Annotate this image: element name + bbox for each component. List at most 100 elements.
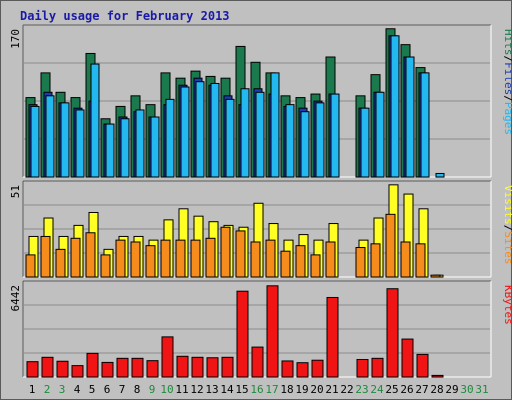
bar-sites	[325, 241, 336, 278]
ymax-label: 51	[9, 185, 22, 198]
bar-kbytes	[86, 352, 99, 378]
bar-pages	[270, 72, 280, 178]
bar-sites	[250, 241, 261, 278]
bar-pages	[435, 172, 445, 178]
bar-kbytes	[236, 290, 249, 378]
bar-sites	[160, 239, 171, 278]
x-tick-label: 28	[430, 383, 443, 396]
x-tick-label: 30	[460, 383, 473, 396]
bar-sites	[430, 274, 441, 278]
bar-pages	[30, 105, 40, 178]
bar-pages	[45, 95, 55, 178]
bar-kbytes	[296, 362, 309, 378]
bar-kbytes	[116, 357, 129, 378]
x-tick-label: 11	[175, 383, 188, 396]
bar-pages	[210, 82, 220, 178]
bar-pages	[195, 81, 205, 178]
x-tick-label: 24	[370, 383, 384, 396]
bar-sites	[295, 245, 306, 278]
bar-kbytes	[221, 356, 234, 378]
bar-sites	[415, 243, 426, 278]
legend-entry: Hits	[502, 29, 512, 56]
x-tick-label: 17	[265, 383, 278, 396]
bar-sites	[280, 250, 291, 278]
x-tick-label: 21	[325, 383, 338, 396]
x-tick-label: 31	[475, 383, 488, 396]
legend-entry: /	[502, 225, 512, 232]
bar-kbytes	[311, 359, 324, 378]
bar-sites	[370, 243, 381, 278]
bar-sites	[70, 237, 81, 278]
x-tick-label: 1	[29, 383, 36, 396]
bar-sites	[205, 237, 216, 278]
bar-kbytes	[281, 360, 294, 378]
x-tick-label: 8	[134, 383, 141, 396]
bar-sites	[235, 230, 246, 278]
ymax-label: 170	[9, 29, 22, 49]
bar-pages	[60, 102, 70, 178]
bar-sites	[220, 226, 231, 278]
x-tick-label: 6	[104, 383, 111, 396]
bar-kbytes	[26, 361, 39, 378]
x-tick-label: 18	[280, 383, 293, 396]
x-tick-label: 5	[89, 383, 96, 396]
bar-pages	[240, 88, 250, 178]
bar-kbytes	[326, 296, 339, 378]
x-tick-label: 16	[250, 383, 263, 396]
bar-sites	[175, 239, 186, 278]
bar-pages	[285, 104, 295, 178]
legend-label: Visits/Sites	[502, 185, 512, 265]
bar-pages	[315, 102, 325, 178]
bar-kbytes	[71, 365, 84, 378]
ymax-label: 6442	[9, 285, 22, 312]
bar-kbytes	[431, 374, 444, 378]
bar-pages	[105, 123, 115, 178]
x-tick-label: 4	[74, 383, 81, 396]
x-tick-label: 14	[220, 383, 234, 396]
x-tick-label: 7	[119, 383, 126, 396]
bar-pages	[390, 35, 400, 178]
x-tick-label: 29	[445, 383, 458, 396]
bar-pages	[180, 86, 190, 178]
bar-sites	[190, 239, 201, 278]
bar-sites	[355, 247, 366, 278]
x-tick-label: 12	[190, 383, 203, 396]
bar-pages	[165, 98, 175, 178]
x-tick-label: 19	[295, 383, 308, 396]
bar-pages	[255, 91, 265, 178]
bar-pages	[150, 116, 160, 178]
bar-sites	[55, 248, 66, 278]
chart-title: Daily usage for February 2013	[20, 9, 230, 23]
bar-kbytes	[416, 353, 429, 378]
bar-pages	[75, 109, 85, 178]
x-tick-label: 23	[355, 383, 368, 396]
bar-kbytes	[401, 338, 414, 378]
x-tick-label: 15	[235, 383, 248, 396]
bar-kbytes	[206, 357, 219, 378]
legend-label: KBytes	[502, 285, 512, 325]
bar-pages	[420, 72, 430, 178]
legend-entry: /	[502, 95, 512, 102]
legend-entry: Files	[502, 62, 512, 95]
bar-kbytes	[266, 285, 279, 378]
bar-kbytes	[251, 346, 264, 378]
bar-sites	[265, 239, 276, 278]
bar-kbytes	[191, 356, 204, 378]
bar-pages	[300, 111, 310, 178]
bar-pages	[375, 91, 385, 178]
x-tick-label: 20	[310, 383, 323, 396]
legend-entry: Pages	[502, 102, 512, 135]
bar-kbytes	[131, 357, 144, 378]
x-tick-label: 22	[340, 383, 353, 396]
bar-pages	[225, 98, 235, 178]
bar-kbytes	[41, 356, 54, 378]
bar-pages	[405, 56, 415, 178]
bar-sites	[385, 213, 396, 278]
x-tick-label: 13	[205, 383, 218, 396]
legend-entry: Sites	[502, 231, 512, 264]
bar-sites	[145, 245, 156, 278]
bar-kbytes	[371, 357, 384, 378]
x-tick-label: 25	[385, 383, 398, 396]
